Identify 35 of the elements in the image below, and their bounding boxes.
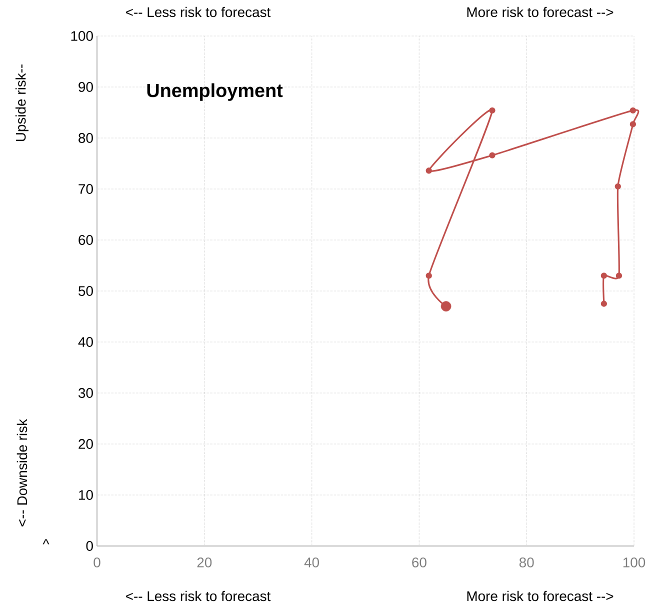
y-tick-label: 100	[71, 31, 93, 41]
y-tick-label: 90	[78, 82, 93, 92]
point	[616, 272, 622, 279]
text: ^	[42, 539, 50, 544]
point	[614, 183, 621, 190]
y-tick-label: 80	[78, 133, 93, 143]
y-tick-label: 70	[78, 184, 93, 194]
y-tick-label: 60	[78, 235, 93, 245]
text: More risk to forecast -->	[467, 590, 614, 602]
x-tick-label: 40	[304, 558, 320, 568]
y-tick-label: 0	[86, 541, 93, 551]
point	[426, 272, 432, 279]
x-tick-label: 20	[197, 558, 212, 568]
point	[630, 121, 636, 128]
text: Unemployment	[147, 83, 283, 101]
y-tick-label: 40	[78, 337, 93, 347]
y-tick-label: 50	[78, 286, 93, 296]
text: <-- Less risk to forecast	[126, 590, 271, 602]
point	[600, 272, 608, 279]
text: <-- Downside risk	[16, 418, 28, 526]
text: <-- Less risk to forecast	[126, 6, 271, 18]
y-tick-label: 20	[78, 439, 93, 449]
x-tick-label: 0	[94, 558, 100, 568]
point	[630, 107, 636, 114]
point	[426, 168, 432, 174]
text: Upside risk--	[15, 64, 28, 142]
x-tick-label: 60	[412, 558, 426, 568]
point	[489, 107, 496, 114]
y-tick-label: 10	[79, 490, 93, 500]
x-tick-label: 80	[519, 558, 534, 568]
text: More risk to forecast -->	[467, 6, 614, 18]
y-tick-label: 30	[78, 388, 93, 398]
x-tick-label: 100	[623, 558, 646, 568]
point	[600, 300, 608, 307]
point	[489, 152, 496, 158]
